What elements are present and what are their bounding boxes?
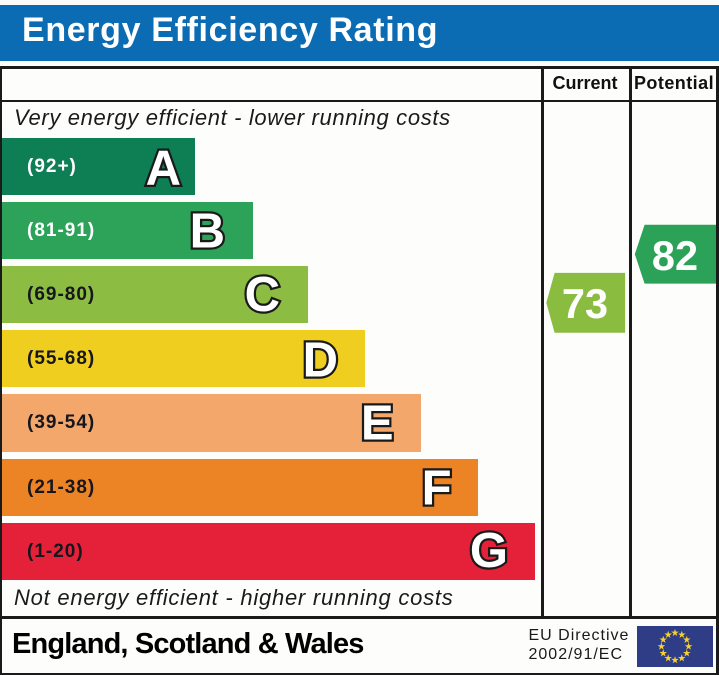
svg-text:C: C [245,268,280,322]
svg-text:G: G [470,524,508,578]
svg-text:73: 73 [562,280,608,327]
svg-text:A: A [146,142,181,196]
svg-text:E: E [361,397,394,451]
svg-text:D: D [303,334,338,388]
svg-text:B: B [190,205,225,259]
svg-text:F: F [422,462,452,516]
svg-text:82: 82 [652,232,698,279]
